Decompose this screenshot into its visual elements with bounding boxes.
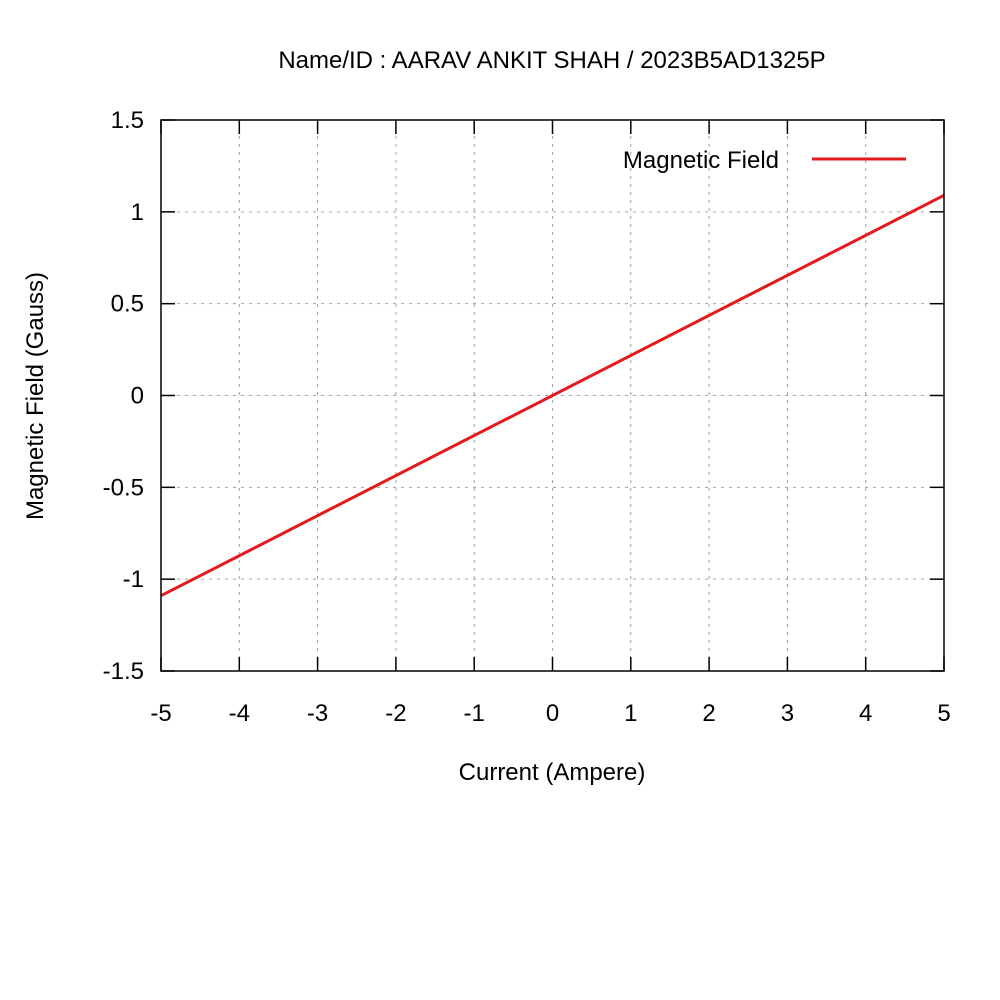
y-axis-label: Magnetic Field (Gauss) xyxy=(22,272,49,520)
y-tick-label: -1 xyxy=(123,566,144,593)
y-tick-label: 1 xyxy=(131,199,144,226)
series-line xyxy=(160,193,945,598)
y-tick-label: 0 xyxy=(131,383,144,410)
legend-label: Magnetic Field xyxy=(623,147,779,174)
y-tick-label: -0.5 xyxy=(103,474,144,501)
legend: Magnetic Field xyxy=(623,147,906,174)
x-tick-label: 5 xyxy=(937,700,950,727)
chart-title: Name/ID : AARAV ANKIT SHAH / 2023B5AD132… xyxy=(278,47,825,74)
x-axis-label: Current (Ampere) xyxy=(459,759,646,786)
grid xyxy=(161,120,944,671)
x-tick-label: 0 xyxy=(546,700,559,727)
x-tick-label: -1 xyxy=(464,700,485,727)
x-tick-label: -5 xyxy=(150,700,171,727)
x-tick-label: 1 xyxy=(624,700,637,727)
x-tick-label: -2 xyxy=(385,700,406,727)
x-tick-label: 2 xyxy=(702,700,715,727)
x-tick-label: 3 xyxy=(781,700,794,727)
plot-border xyxy=(160,119,945,672)
x-tick-label: 4 xyxy=(859,700,872,727)
y-tick-label: 0.5 xyxy=(111,291,144,318)
y-tick-label: 1.5 xyxy=(111,107,144,134)
axis-ticks: -5 -4 -3 -2 -1 0 1 2 3 4 5 -1.5 -1 -0.5 0 0.5 1 1.5 xyxy=(103,107,951,727)
series-layer xyxy=(160,193,945,598)
x-tick-label: -4 xyxy=(229,700,250,727)
y-tick-label: -1.5 xyxy=(103,658,144,685)
x-tick-label: -3 xyxy=(307,700,328,727)
